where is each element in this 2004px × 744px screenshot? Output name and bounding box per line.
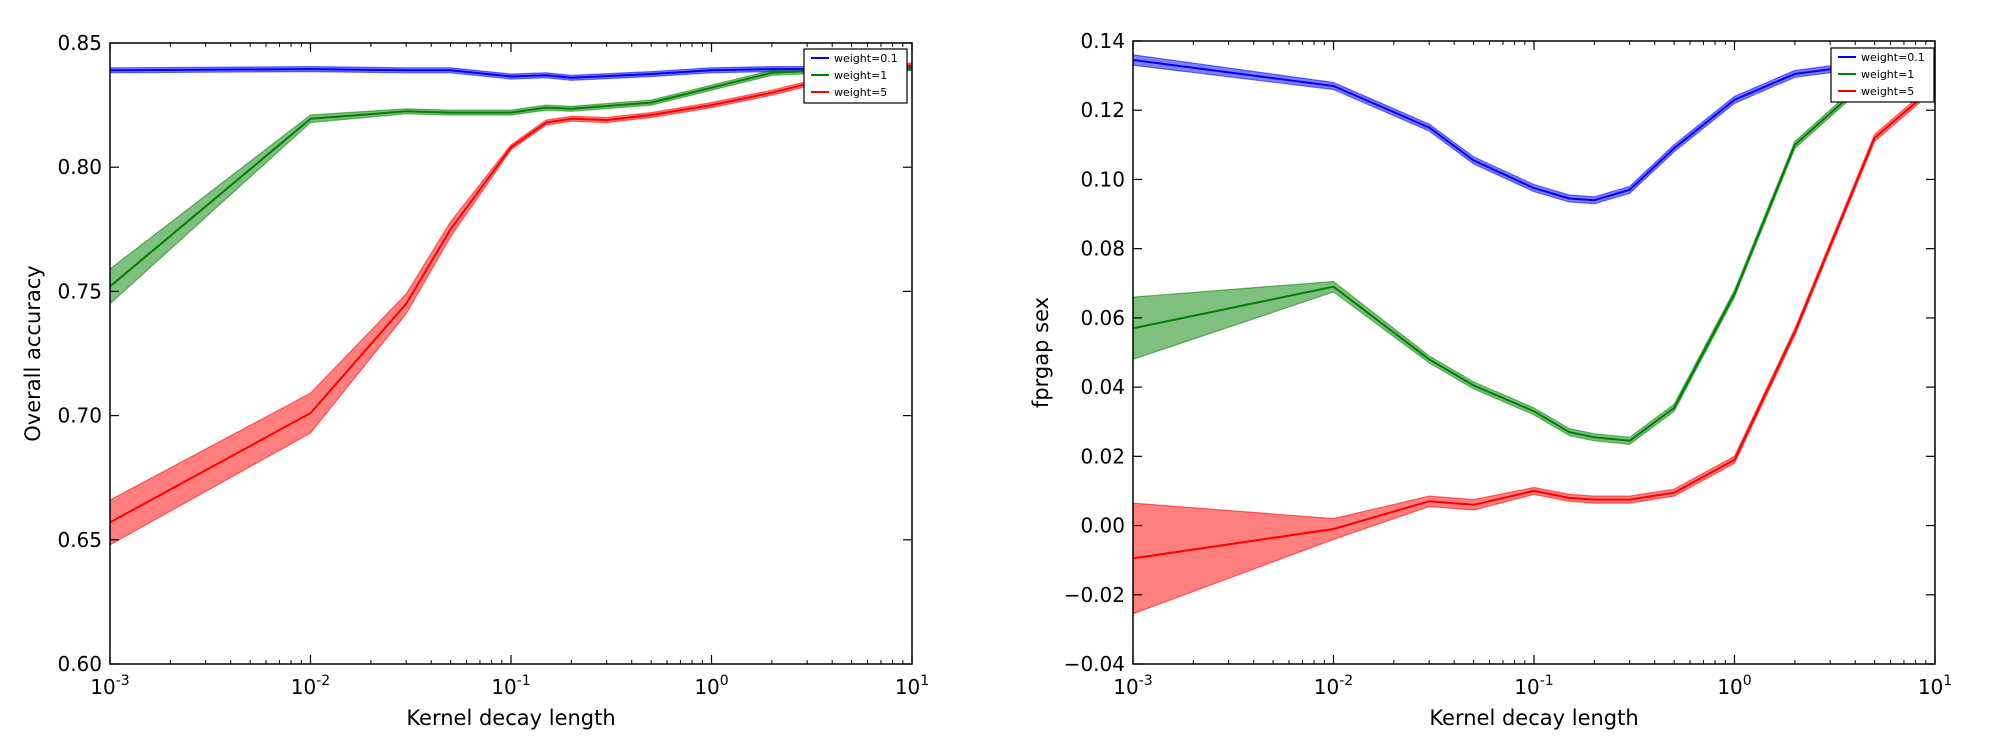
y-tick-label: 0.12: [1080, 98, 1125, 122]
y-tick-labels: −0.04 −0.02 0.00 0.02 0.04 0.06 0.08 0.10 0.12 0.…: [1064, 29, 1125, 676]
line-weight-5: [110, 64, 912, 524]
x-tick-labels: 10-3 10-2 10-1 100 101: [90, 673, 929, 699]
y-tick-labels: 0.60 0.65 0.70 0.75 0.80 0.85: [57, 31, 102, 676]
x-tick-label-exponent: -2: [316, 673, 330, 689]
y-tick-label: 0.80: [57, 155, 102, 179]
axis-ticks: [1132, 40, 1936, 665]
y-tick-label: 0.14: [1080, 29, 1125, 53]
x-axis-label: Kernel decay length: [406, 706, 615, 730]
band-weight-5: [110, 62, 912, 546]
x-tick-label-exponent: -3: [116, 673, 130, 689]
legend-label: weight=1: [1861, 68, 1914, 81]
y-tick-label: −0.02: [1064, 583, 1125, 607]
legend-label: weight=5: [1861, 85, 1914, 98]
y-tick-label: 0.08: [1080, 237, 1125, 261]
y-tick-label: 0.65: [57, 528, 102, 552]
legend-label: weight=1: [834, 69, 887, 82]
x-tick-label-exponent: -3: [1139, 673, 1153, 689]
y-tick-label: 0.10: [1080, 167, 1125, 191]
series-lines: [1133, 59, 1935, 560]
axis-ticks: [109, 42, 913, 665]
y-axis-label: fprgap sex: [1029, 297, 1053, 408]
legend-label: weight=5: [834, 86, 887, 99]
x-tick-label-exponent: 0: [720, 673, 729, 689]
y-tick-label: 0.70: [57, 404, 102, 428]
line-weight-5: [1133, 85, 1935, 560]
x-tick-label-exponent: 1: [1943, 673, 1952, 689]
band-weight-5: [1133, 81, 1935, 615]
y-tick-label: 0.75: [57, 279, 102, 303]
x-tick-label: 10-3: [1113, 673, 1152, 699]
x-tick-label: 100: [694, 673, 728, 699]
x-tick-label: 10-1: [491, 673, 530, 699]
legend-label: weight=0.1: [1861, 51, 1925, 64]
x-tick-label-exponent: 0: [1743, 673, 1752, 689]
y-tick-label: −0.04: [1064, 652, 1125, 676]
x-axis-label: Kernel decay length: [1429, 706, 1638, 730]
x-tick-label: 10-1: [1514, 673, 1553, 699]
x-tick-label-base: 10: [1717, 675, 1742, 699]
x-tick-label: 10-3: [90, 673, 129, 699]
x-tick-label-base: 10: [1514, 675, 1539, 699]
y-tick-label: 0.60: [57, 652, 102, 676]
fprgap-chart: 10-3 10-2 10-1 100 101 −0.04−0.020.000.020.0…: [1029, 29, 1952, 730]
x-tick-label-exponent: 1: [920, 673, 929, 689]
y-tick-label: 0.04: [1080, 375, 1125, 399]
x-tick-label-exponent: -2: [1339, 673, 1353, 689]
y-tick-label: 0.00: [1080, 514, 1125, 538]
accuracy-chart: 10-3 10-2 10-1 100 101 0.600.650.700.750.800…: [21, 31, 929, 730]
x-tick-label-base: 10: [895, 675, 920, 699]
y-tick-label: 0.02: [1080, 444, 1125, 468]
x-tick-label-exponent: -1: [1540, 673, 1554, 689]
x-tick-label: 10-2: [291, 673, 330, 699]
series-lines: [110, 64, 912, 524]
x-tick-label: 101: [1918, 673, 1952, 699]
x-tick-label: 10-2: [1314, 673, 1353, 699]
line-weight-1: [1133, 64, 1935, 442]
x-tick-label-base: 10: [491, 675, 516, 699]
line-weight-0-1: [110, 66, 912, 79]
x-tick-label-base: 10: [1314, 675, 1339, 699]
band-weight-1: [1133, 61, 1935, 445]
x-tick-labels: 10-3 10-2 10-1 100 101: [1113, 673, 1952, 699]
x-tick-label-base: 10: [1918, 675, 1943, 699]
x-tick-label: 101: [895, 673, 929, 699]
x-tick-label-base: 10: [694, 675, 719, 699]
x-tick-label-base: 10: [90, 675, 115, 699]
y-tick-label: 0.06: [1080, 306, 1125, 330]
x-tick-label: 100: [1717, 673, 1751, 699]
line-weight-1: [110, 66, 912, 288]
y-tick-label: 0.85: [57, 31, 102, 55]
legend: weight=0.1 weight=1 weight=5: [1830, 47, 1935, 103]
y-axis-label: Overall accuracy: [21, 265, 45, 441]
legend-label: weight=0.1: [834, 52, 898, 65]
legend: weight=0.1 weight=1 weight=5: [803, 48, 908, 104]
x-tick-label-base: 10: [291, 675, 316, 699]
x-tick-label-base: 10: [1113, 675, 1138, 699]
line-weight-0-1: [1133, 59, 1935, 202]
x-tick-label-exponent: -1: [517, 673, 531, 689]
